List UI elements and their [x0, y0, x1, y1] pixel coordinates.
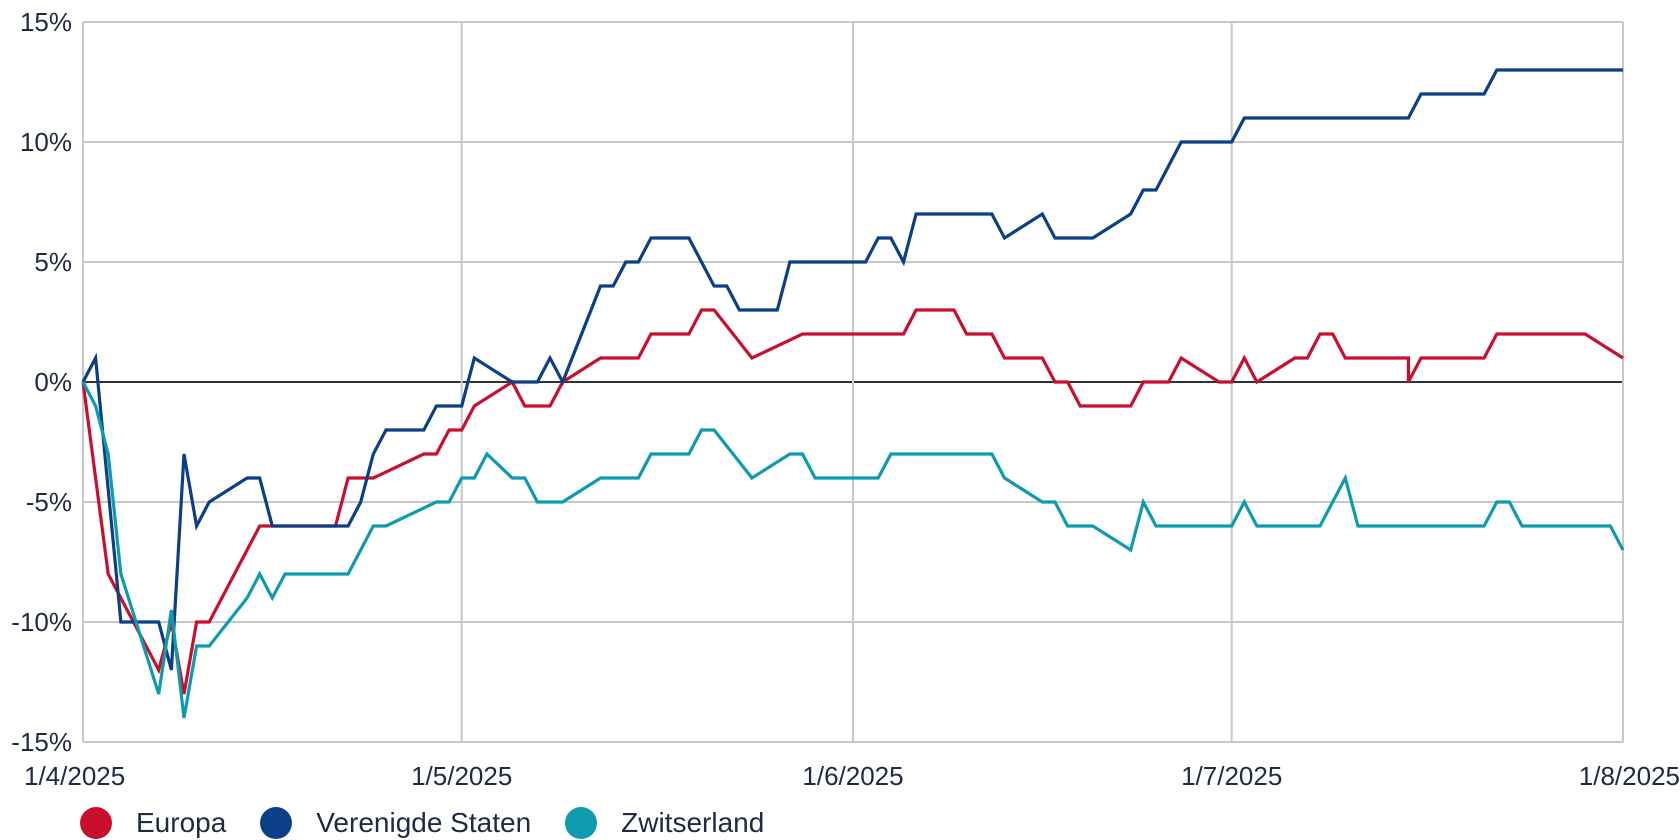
legend-swatch [260, 807, 293, 839]
y-tick-label: 15% [20, 7, 72, 37]
x-tick-label: 1/5/2025 [411, 761, 512, 791]
line-chart: 15%10%5%0%-5%-10%-15% 1/4/2025 1/5/2025 1/… [11, 7, 1680, 791]
x-axis-tick-labels: 1/4/2025 1/5/2025 1/6/2025 1/7/2025 1/8/2025 [24, 761, 1680, 791]
x-tick-label: 1/7/2025 [1181, 761, 1282, 791]
legend-label: Verenigde Staten [316, 807, 532, 838]
y-tick-label: 10% [20, 127, 72, 157]
y-tick-label: -10% [11, 607, 72, 637]
legend: Europa Verenigde Staten Zwitserland [80, 806, 798, 840]
x-tick-label: 1/6/2025 [802, 761, 903, 791]
y-tick-label: 0% [34, 367, 72, 397]
series-lines [81, 68, 1625, 719]
y-tick-label: -15% [11, 727, 72, 757]
y-tick-label: -5% [26, 487, 72, 517]
grid-lines [82, 21, 1624, 743]
x-tick-label: 1/8/2025 [1579, 761, 1680, 791]
legend-item: Europa [80, 807, 226, 839]
series-line-zwitserland [81, 381, 1625, 719]
legend-item: Verenigde Staten [260, 807, 531, 839]
series-line-verenigde-staten [81, 68, 1623, 671]
legend-swatch [80, 807, 112, 839]
y-tick-label: 5% [34, 247, 72, 277]
legend-swatch [565, 807, 598, 839]
y-axis-tick-labels: 15% 10% 5% 0% -5% -10% -15% [11, 7, 72, 757]
legend-label: Europa [136, 807, 227, 838]
legend-item: Zwitserland [565, 807, 764, 839]
series-line-europa [81, 308, 1624, 695]
legend-label: Zwitserland [621, 807, 765, 838]
x-tick-label: 1/4/2025 [24, 761, 125, 791]
